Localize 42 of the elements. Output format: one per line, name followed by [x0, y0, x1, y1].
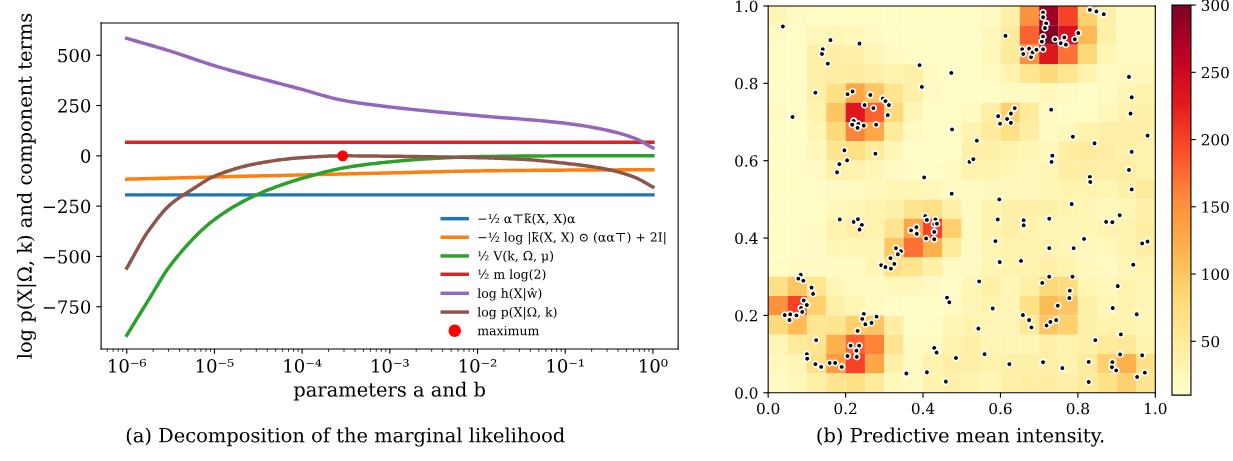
y-tick-label: 0.4 [735, 232, 758, 245]
legend-label: −½ α⊤k̃(X, X)α [478, 213, 576, 225]
color-bar-label: 150 [1202, 201, 1229, 213]
text: (b) Predictive mean intensity. [817, 427, 1104, 447]
color-bar-label: 250 [1201, 66, 1229, 79]
y-tick-label: 500 [58, 48, 91, 63]
y-tick-label: −500 [43, 249, 91, 264]
legend-label: log h(X|ŵ) [477, 287, 542, 301]
y-tick-label: 250 [58, 99, 91, 113]
x-tick-label: 10⁻³ [372, 359, 409, 373]
x-tick-label: 0.4 [911, 402, 935, 415]
x-tick-label: 10⁰ [640, 359, 668, 373]
legend-label: ½ m log(2) [478, 269, 546, 282]
x-tick-label: 10⁻¹ [547, 359, 584, 373]
x-tick-label: 0.8 [1066, 402, 1090, 415]
x-tick-label: 1.0 [1145, 402, 1167, 415]
x-axis-title: parameters a and b [293, 381, 485, 401]
x-tick-label: 10⁻⁵ [196, 359, 234, 373]
color-bar-label: 50 [1201, 335, 1220, 348]
y-tick-label: 0.8 [735, 77, 758, 90]
x-tick-label: 0.0 [757, 402, 780, 415]
y-tick-label: 0.6 [735, 155, 758, 167]
x-tick-label: 0.6 [989, 402, 1012, 415]
color-bar-label: 100 [1202, 268, 1229, 281]
y-tick-label: 0.2 [735, 309, 757, 322]
color-bar-label: 200 [1201, 134, 1229, 146]
x-tick-label: 10⁻⁴ [284, 359, 322, 373]
legend-label: −½ log |k̃(X, X) ⊙ (αα⊤) + 2I| [478, 231, 666, 245]
x-tick-label: 10⁻⁶ [109, 359, 147, 373]
y-tick-label: −750 [43, 300, 91, 314]
y-tick-label: −250 [43, 199, 91, 214]
legend-label: maximum [477, 325, 539, 336]
text: (a) Decomposition of the marginal likelihood [126, 427, 565, 447]
color-bar-label: 300 [1201, 0, 1229, 12]
legend-label: ½ V(k, Ω, μ) [478, 250, 554, 263]
x-tick-label: 10⁻² [459, 359, 497, 373]
y-tick-label: 1.0 [736, 0, 758, 13]
y-tick-label: 0 [81, 149, 91, 163]
x-tick-label: 0.2 [834, 402, 857, 415]
legend-label: log p(X|Ω, k) [477, 306, 557, 320]
y-axis-title: log p(X|Ω, k) and component terms [16, 13, 37, 359]
y-tick-label: 0.0 [735, 387, 758, 399]
